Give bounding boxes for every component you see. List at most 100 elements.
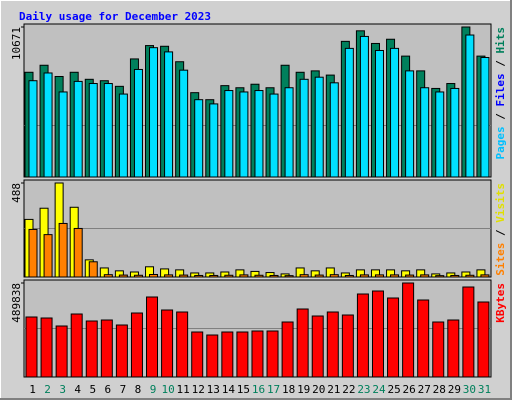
bar — [266, 330, 279, 378]
bar — [344, 47, 354, 178]
bar — [194, 274, 204, 278]
bar — [251, 330, 264, 378]
side-label-part: Sites — [494, 243, 507, 276]
bar — [329, 82, 339, 178]
x-tick-label: 30 — [463, 383, 476, 396]
x-tick-label: 6 — [105, 383, 112, 396]
bar — [420, 274, 430, 278]
x-tick-label: 15 — [237, 383, 250, 396]
bar — [284, 87, 294, 178]
y-tick-label: 10671 — [10, 27, 23, 60]
side-label-part: Visits — [494, 183, 507, 223]
side-label-part: / — [494, 107, 507, 127]
bar — [477, 301, 490, 378]
bar — [28, 80, 38, 178]
bar — [103, 83, 113, 178]
x-tick-label: 9 — [150, 383, 157, 396]
bar — [239, 91, 249, 178]
bar — [73, 80, 83, 178]
bar — [417, 299, 430, 378]
bar — [387, 297, 400, 378]
x-tick-label: 3 — [59, 383, 66, 396]
bar — [130, 312, 143, 378]
bar — [164, 51, 174, 178]
bar — [100, 319, 113, 378]
bar — [133, 68, 143, 178]
y-tick-label: 488 — [10, 183, 23, 203]
bar — [374, 274, 384, 278]
x-tick-label: 10 — [161, 383, 174, 396]
bar — [209, 103, 219, 178]
x-tick-label: 20 — [312, 383, 325, 396]
bar — [314, 76, 324, 178]
bar — [390, 274, 400, 278]
bar — [329, 274, 339, 278]
side-label-part: Files — [494, 73, 507, 106]
side-label-part: Hits — [494, 27, 507, 54]
x-tick-label: 27 — [418, 383, 431, 396]
y-tick-label: 489838 — [10, 283, 23, 323]
bar — [405, 274, 415, 278]
x-tick-label: 24 — [372, 383, 386, 396]
x-tick-label: 11 — [177, 383, 190, 396]
bar — [359, 274, 369, 278]
bar — [55, 325, 68, 378]
x-tick-label: 4 — [74, 383, 81, 396]
x-tick-label: 22 — [342, 383, 355, 396]
bar — [209, 274, 219, 278]
bar — [88, 261, 98, 278]
bar — [40, 317, 53, 378]
x-tick-label: 7 — [120, 383, 127, 396]
bar — [432, 321, 445, 378]
bar — [88, 83, 98, 178]
bar — [402, 282, 415, 378]
bar — [254, 274, 264, 278]
x-tick-label: 8 — [135, 383, 142, 396]
bar — [118, 93, 128, 178]
bar — [179, 274, 189, 278]
side-label: Sites / Visits — [494, 183, 507, 276]
x-tick-label: 5 — [89, 383, 96, 396]
x-tick-label: 1 — [29, 383, 36, 396]
side-label: Pages / Files / Hits — [494, 27, 507, 160]
bar — [405, 70, 415, 178]
bar — [374, 49, 384, 178]
bar — [115, 324, 128, 378]
bar — [224, 90, 234, 178]
chart-title: Daily usage for December 2023 — [19, 10, 211, 23]
bar — [58, 91, 68, 178]
bar — [344, 274, 354, 278]
bar — [85, 320, 98, 378]
side-label-part: KBytes — [494, 283, 507, 323]
bar — [435, 91, 445, 178]
bar — [462, 286, 475, 378]
x-tick-label: 19 — [297, 383, 310, 396]
bar — [390, 47, 400, 178]
x-tick-label: 14 — [222, 383, 236, 396]
side-label-part: / — [494, 54, 507, 74]
bar — [239, 274, 249, 278]
bar — [420, 87, 430, 178]
x-tick-label: 28 — [433, 383, 446, 396]
bar — [269, 93, 279, 178]
bar — [450, 274, 460, 278]
bar — [58, 222, 68, 278]
side-label: KBytes — [494, 283, 507, 323]
bar — [43, 234, 53, 278]
bar — [480, 274, 490, 278]
bar — [146, 296, 159, 378]
bar — [296, 308, 309, 378]
x-tick-label: 17 — [267, 383, 280, 396]
x-tick-label: 13 — [207, 383, 220, 396]
x-tick-label: 12 — [192, 383, 205, 396]
bar — [191, 331, 204, 378]
bar — [359, 35, 369, 178]
bar — [164, 274, 174, 278]
bar — [311, 315, 324, 378]
bar — [326, 311, 339, 378]
bar — [179, 69, 189, 178]
bar — [28, 228, 38, 278]
bar — [73, 227, 83, 278]
x-tick-label: 31 — [478, 383, 491, 396]
